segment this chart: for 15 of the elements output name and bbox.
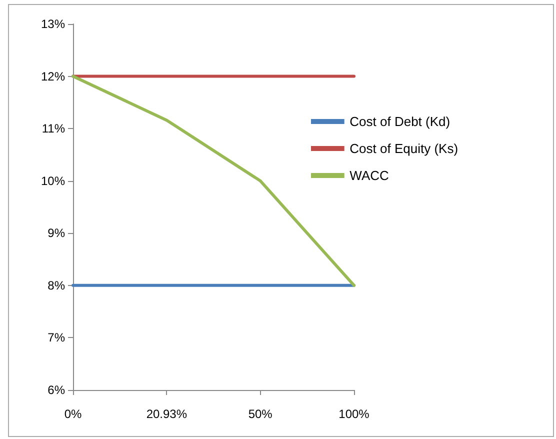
y-tick-label: 6%: [48, 383, 66, 397]
y-tick-label: 10%: [40, 174, 66, 188]
legend-label: Cost of Equity (Ks): [350, 141, 458, 156]
y-tick-label: 7%: [48, 330, 66, 345]
x-tick-label: 0%: [64, 407, 82, 421]
x-tick-label: 20.93%: [146, 407, 188, 421]
y-tick-label: 8%: [48, 278, 66, 292]
y-tick-label: 11%: [42, 122, 66, 136]
legend-label: Cost of Debt (Kd): [350, 114, 450, 129]
y-tick-label: 13%: [40, 17, 66, 31]
y-tick-label: 12%: [40, 69, 66, 84]
x-tick-label: 50%: [248, 407, 273, 421]
legend-label: WACC: [350, 168, 389, 183]
x-tick-label: 100%: [338, 407, 370, 421]
y-tick-label: 9%: [48, 226, 66, 240]
